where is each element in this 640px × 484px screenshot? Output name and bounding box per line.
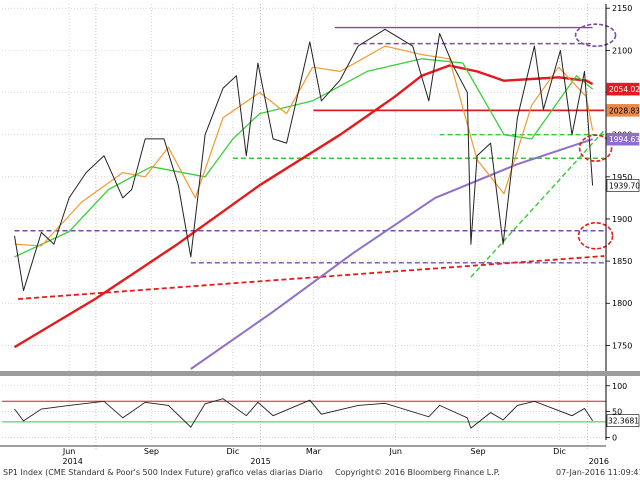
- price-y-tick-label: 1750: [612, 341, 632, 350]
- footer-copyright: Copyright© 2016 Bloomberg Finance L.P.: [335, 468, 500, 477]
- short-average-line: [14, 45, 594, 247]
- annotation-circle: [577, 222, 614, 250]
- value-tags-layer: 2054.02 2028.83 1994.63 1939.70 32.3681: [606, 82, 640, 427]
- long-average-line: [13, 64, 594, 349]
- value-tag-label: 32.3681: [608, 417, 639, 426]
- x-year-label: 2014: [63, 457, 83, 466]
- series-layer: [13, 28, 594, 429]
- oscillator-y-tick-label: 100: [612, 382, 627, 391]
- x-month-label: Sep: [144, 447, 159, 456]
- annotation-circles-layer: [574, 23, 617, 250]
- oscillator-y-tick-label: 50: [612, 408, 622, 417]
- value-tag-label: 1939.70: [609, 181, 640, 190]
- value-tag-label: 1994.63: [609, 135, 640, 144]
- oscillator-y-tick-label: 0: [612, 433, 617, 442]
- x-month-label: Jun: [62, 447, 76, 456]
- footer-timestamp: 07-Jan-2016 11:09:41: [556, 468, 640, 477]
- longest-average-line: [190, 138, 593, 370]
- footer-description: SP1 Index (CME Standard & Poor's 500 Ind…: [3, 468, 323, 477]
- price-y-tick-label: 2100: [612, 46, 632, 55]
- value-tag-box: [606, 104, 640, 117]
- value-tag-label: 2028.83: [609, 106, 640, 115]
- annotation-circle: [578, 134, 613, 162]
- value-tag-box: [606, 414, 640, 427]
- x-month-label: Mar: [306, 447, 322, 456]
- price-reference-line: [470, 129, 605, 278]
- price-y-tick-label: 1900: [612, 215, 632, 224]
- price-y-tick-label: 1800: [612, 299, 632, 308]
- x-month-label: Dic: [226, 447, 239, 456]
- x-year-label: 2016: [589, 457, 609, 466]
- oscillator-line: [14, 398, 593, 429]
- reference-lines-layer: [2, 26, 606, 423]
- panel-divider: [0, 371, 640, 376]
- x-month-label: Dic: [553, 447, 566, 456]
- price-y-tick-label: 2150: [612, 4, 632, 13]
- x-month-label: Sep: [471, 447, 486, 456]
- value-tag-box: [606, 132, 640, 146]
- price-y-tick-label: 1950: [612, 173, 632, 182]
- annotation-circle: [574, 23, 617, 47]
- value-tag-box: [606, 82, 640, 96]
- medium-average-line: [14, 58, 594, 258]
- price-close-line: [14, 28, 594, 292]
- value-tag-box: [606, 179, 640, 192]
- x-month-label: Jun: [388, 447, 402, 456]
- price-reference-line: [18, 255, 605, 300]
- value-tag-label: 2054.02: [609, 85, 640, 94]
- x-year-label: 2015: [250, 457, 270, 466]
- price-y-tick-label: 1850: [612, 257, 632, 266]
